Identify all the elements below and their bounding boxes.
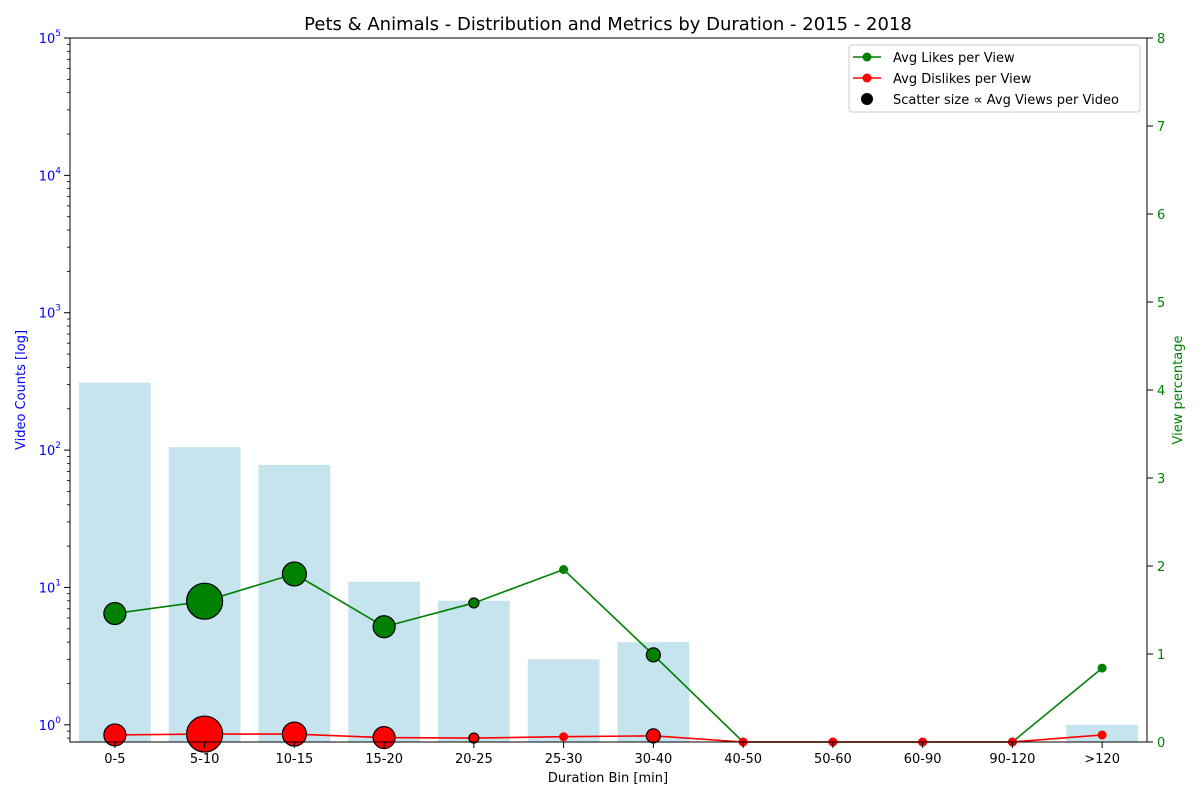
- x-tick-label: 50-60: [814, 752, 852, 767]
- right-axis-label: View percentage: [1171, 336, 1186, 445]
- right-tick-label: 6: [1157, 208, 1165, 223]
- right-tick-label: 3: [1157, 472, 1165, 487]
- right-tick-label: 2: [1157, 560, 1165, 575]
- likes-bubble-10-15: [281, 561, 307, 587]
- right-tick-label: 0: [1157, 736, 1165, 751]
- likes-bubble-15-20: [372, 615, 396, 639]
- likes-bubble-20-25: [468, 597, 480, 609]
- x-tick-label: 10-15: [275, 752, 313, 767]
- right-tick-label: 1: [1157, 648, 1165, 663]
- left-tick-label: 103: [39, 304, 61, 322]
- legend-dislikes-label: Avg Dislikes per View: [893, 72, 1032, 87]
- legend-scatter-label: Scatter size ∝ Avg Views per Video: [893, 93, 1119, 108]
- right-tick-label: 7: [1157, 120, 1165, 135]
- dislikes-point->120: [1097, 730, 1107, 740]
- x-axis: 0-5 5-10 10-15 15-20 20-25 25-30 30-40 40-50 50-…: [104, 742, 1120, 767]
- x-tick-label: 5-10: [190, 752, 220, 767]
- dislikes-bubble-30-40: [645, 728, 661, 744]
- right-tick-label: 8: [1157, 32, 1165, 47]
- x-tick-label: 25-30: [545, 752, 583, 767]
- x-tick-label: 0-5: [104, 752, 125, 767]
- left-tick-label: 104: [39, 166, 62, 184]
- x-tick-label: 15-20: [365, 752, 403, 767]
- bars-layer: [78, 382, 1139, 742]
- dislikes-bubble-15-20: [372, 725, 396, 750]
- x-tick-label: 20-25: [455, 752, 493, 767]
- left-axis-label: Video Counts [log]: [14, 330, 29, 450]
- x-tick-label: 60-90: [904, 752, 942, 767]
- legend-scatter-marker: [861, 93, 873, 105]
- x-tick-label: 30-40: [634, 752, 672, 767]
- x-tick-label: >120: [1084, 752, 1120, 767]
- left-tick-label: 105: [39, 29, 61, 47]
- left-tick-label: 101: [39, 578, 61, 596]
- right-tick-label: 5: [1157, 296, 1165, 311]
- dislikes-bubble-5-10: [186, 715, 224, 753]
- legend-likes-marker: [862, 52, 872, 62]
- bar-25-30: [527, 659, 600, 742]
- legend-box: [848, 44, 1141, 113]
- right-tick-label: 4: [1157, 384, 1165, 399]
- likes-point-25-30: [559, 565, 569, 575]
- bar-10-15: [258, 464, 331, 742]
- legend: Avg Likes per View Avg Dislikes per View…: [848, 44, 1141, 113]
- bar-15-20: [348, 581, 421, 742]
- legend-likes-label: Avg Likes per View: [893, 51, 1015, 66]
- likes-bubble-5-10: [186, 582, 224, 620]
- bar-20-25: [437, 600, 510, 742]
- dislikes-point-25-30: [559, 732, 569, 742]
- x-axis-label: Duration Bin [min]: [548, 771, 668, 786]
- legend-dislikes-marker: [862, 73, 872, 83]
- right-axis: 0 1 2 3 4 5 6 7 8: [1147, 32, 1165, 751]
- chart-title: Pets & Animals - Distribution and Metric…: [304, 14, 912, 35]
- left-tick-label: 102: [39, 441, 61, 459]
- left-axis: 100 101 102 103 104 105: [39, 29, 70, 739]
- likes-bubble-0-5: [103, 601, 127, 626]
- x-tick-label: 40-50: [724, 752, 762, 767]
- likes-bubble-30-40: [645, 647, 661, 663]
- left-tick-label: 100: [39, 716, 62, 734]
- likes-point->120: [1097, 663, 1107, 673]
- bar-0-5: [78, 382, 151, 742]
- x-tick-label: 90-120: [989, 752, 1035, 767]
- bubbles-layer: [103, 561, 661, 753]
